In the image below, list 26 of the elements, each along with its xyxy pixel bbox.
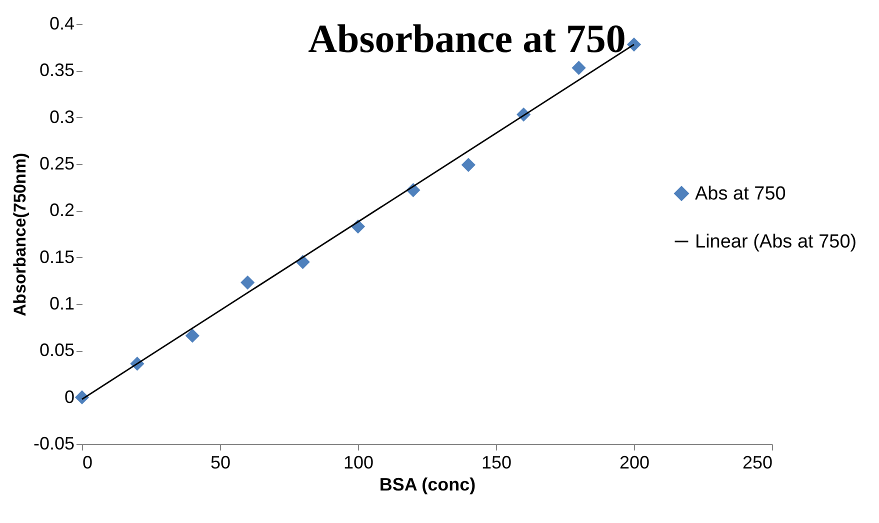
point <box>185 328 200 343</box>
y-tick-label: 0.3 <box>49 106 74 127</box>
point <box>572 60 586 75</box>
y-axis-title: Absorbance(750nm) <box>10 152 30 316</box>
x-tick-label: 200 <box>619 452 650 472</box>
chart-title: Absorbance at 750 <box>308 16 626 61</box>
legend-label: Linear (Abs at 750) <box>695 232 857 252</box>
y-tick-label: 0.4 <box>49 14 74 34</box>
y-tick-label: -0.05 <box>33 434 74 454</box>
y-tick-label: 0.25 <box>39 154 74 174</box>
legend-label: Abs at 750 <box>695 184 786 204</box>
x-tick-label: 250 <box>742 452 772 472</box>
point <box>461 158 476 172</box>
y-tick-label: 0.35 <box>39 60 74 80</box>
y-tick-label: 0.2 <box>49 200 74 220</box>
x-axis-title: BSA (conc) <box>379 474 476 494</box>
x-tick-label: 50 <box>210 452 231 472</box>
y-tick-label: 0.15 <box>39 246 74 267</box>
point <box>626 37 642 52</box>
x-tick-label: 0 <box>82 452 93 472</box>
y-tick-label: 0.1 <box>49 294 74 314</box>
x-tick-label: 100 <box>343 452 374 472</box>
x-tick-label: 150 <box>481 452 512 472</box>
point <box>240 275 255 290</box>
y-tick-label: 0 <box>64 386 74 407</box>
y-tick-label: 0.05 <box>39 340 74 360</box>
